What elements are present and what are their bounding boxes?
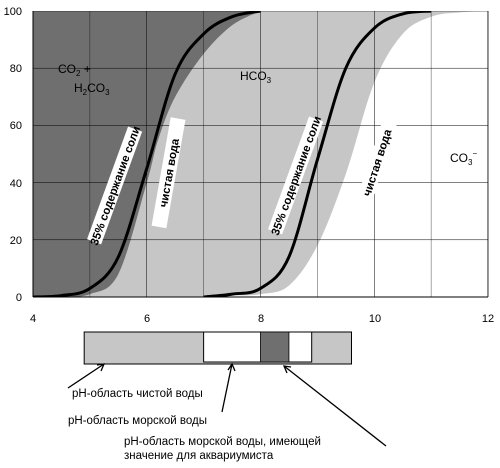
x-tick-label: 12 [482, 313, 494, 325]
fresh-water-note: pH-область чистой воды [72, 388, 203, 400]
y-tick-label: 0 [16, 292, 22, 304]
ph-range-bar [83, 331, 352, 365]
aquarium-note-line1: pH-область морской воды, имеющей [124, 436, 321, 448]
x-tick-label: 6 [144, 313, 150, 325]
y-tick-label: 40 [10, 178, 22, 190]
y-tick-label: 80 [10, 63, 22, 75]
co2-label: CO2 + [58, 62, 91, 78]
x-tick-label: 10 [369, 313, 381, 325]
sea-water-arrow [221, 363, 233, 413]
x-tick-label: 4 [30, 313, 36, 325]
fresh-water-arrow [67, 363, 105, 389]
sea-water-arrowhead [227, 362, 236, 372]
co3-label: CO3− [450, 149, 477, 167]
sea-water-note: pH-область морской воды [68, 415, 207, 427]
hco3-label: HCO3 [240, 69, 272, 85]
y-tick-label: 20 [10, 235, 22, 247]
aquarium-note-line2: значение для аквариумиста [124, 450, 274, 462]
plot-area [33, 11, 488, 297]
x-tick-label: 8 [258, 313, 264, 325]
y-tick-labels: 0 20 40 60 80 100 [4, 6, 22, 304]
co3-fresh-curve [203, 11, 432, 297]
aquarium-range [260, 331, 290, 363]
annotation-arrows [67, 362, 387, 447]
aquarium-arrow [283, 365, 387, 447]
aquarium-arrowhead [282, 365, 292, 374]
sea-water-range [203, 331, 313, 363]
co2-salt-curve [33, 11, 261, 297]
h2co3-label: H2CO3 [74, 81, 110, 97]
x-tick-labels: 4 6 8 10 12 [30, 313, 494, 325]
y-tick-label: 100 [4, 6, 22, 18]
y-tick-label: 60 [10, 120, 22, 132]
fresh-water-arrowhead [96, 363, 106, 372]
